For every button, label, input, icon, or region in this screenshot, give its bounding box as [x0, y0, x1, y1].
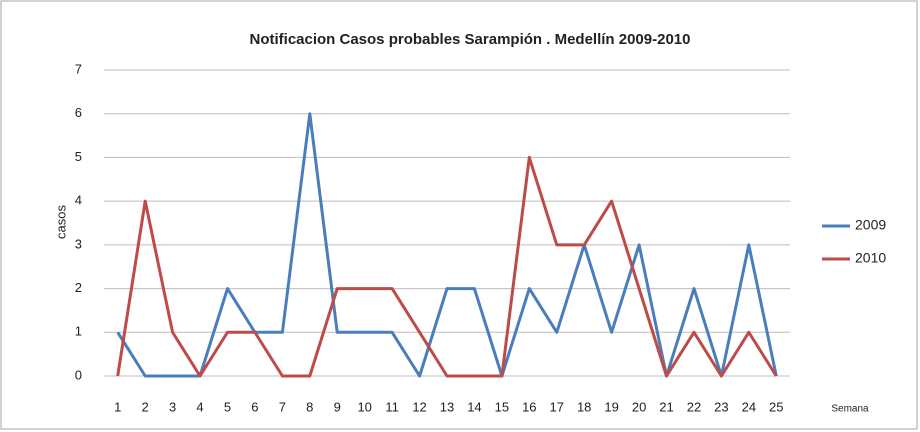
x-tick-label: 3: [169, 399, 176, 414]
chart-title: Notificacion Casos probables Sarampión .…: [250, 31, 691, 48]
y-tick-label: 7: [75, 61, 82, 76]
y-tick-label: 1: [75, 324, 82, 339]
x-tick-label: 19: [604, 399, 618, 414]
x-tick-label: 10: [357, 399, 371, 414]
x-tick-label: 16: [522, 399, 536, 414]
y-tick-label: 2: [75, 280, 82, 295]
legend-label: 2010: [855, 250, 886, 266]
x-tick-label: 23: [714, 399, 728, 414]
legend-label: 2009: [855, 217, 886, 233]
x-tick-label: 7: [279, 399, 286, 414]
y-tick-label: 0: [75, 367, 82, 382]
x-tick-label: 24: [742, 399, 756, 414]
x-tick-label: 8: [306, 399, 313, 414]
x-tick-label: 18: [577, 399, 591, 414]
y-tick-label: 5: [75, 149, 82, 164]
x-tick-label: 12: [412, 399, 426, 414]
x-tick-label: 21: [659, 399, 673, 414]
x-tick-label: 6: [251, 399, 258, 414]
y-tick-label: 6: [75, 105, 82, 120]
y-tick-label: 4: [75, 193, 82, 208]
data-line: [116, 155, 778, 378]
x-tick-label: 11: [385, 399, 399, 414]
x-tick-label: 5: [224, 399, 231, 414]
x-tick-label: 14: [467, 399, 481, 414]
x-tick-label: 22: [687, 399, 701, 414]
x-axis-label: Semana: [831, 404, 869, 415]
x-tick-label: 20: [632, 399, 646, 414]
x-tick-label: 13: [440, 399, 454, 414]
x-tick-label: 2: [142, 399, 149, 414]
y-tick-label: 3: [75, 236, 82, 251]
x-tick-label: 25: [769, 399, 783, 414]
x-tick-label: 4: [196, 399, 203, 414]
x-tick-label: 9: [334, 399, 341, 414]
y-axis-label: casos: [53, 205, 68, 239]
x-tick-label: 1: [114, 399, 121, 414]
x-tick-label: 17: [550, 399, 564, 414]
x-tick-label: 15: [495, 399, 509, 414]
